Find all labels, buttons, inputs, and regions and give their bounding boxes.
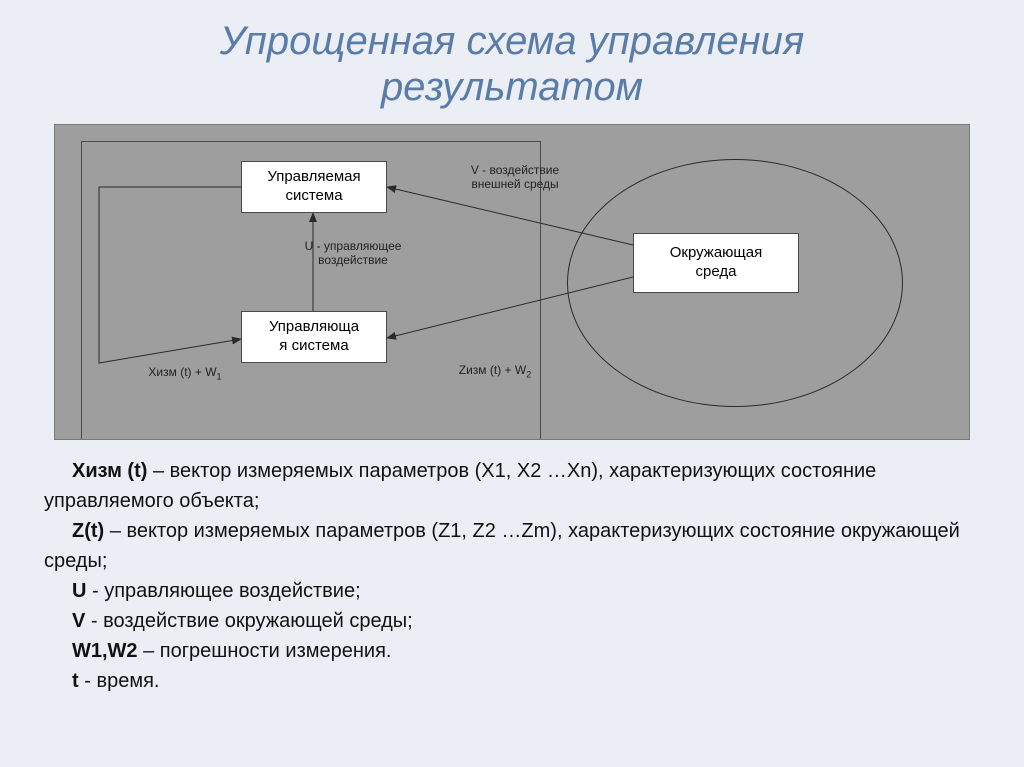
legend: Хизм (t) – вектор измеряемых параметров … [44, 456, 984, 696]
legend-line-v: V - воздействие окружающей среды; [44, 606, 984, 636]
edge-label-u: U - управляющее воздействие [273, 239, 433, 268]
node-controlling-system: Управляюща я система [241, 311, 387, 363]
title-line-1: Упрощенная схема управления [220, 19, 804, 63]
node-label: Управляюща я система [269, 318, 359, 356]
node-managed-system: Управляемая система [241, 161, 387, 213]
edge-label-z: Zизм (t) + W2 [435, 363, 555, 380]
legend-line-u: U - управляющее воздействие; [44, 576, 984, 606]
edge-label-v: V - воздействие внешней среды [435, 163, 595, 192]
diagram-area: Управляемая система Управляюща я система… [54, 124, 970, 440]
node-label: Управляемая система [267, 168, 360, 206]
legend-line-w: W1,W2 – погрешности измерения. [44, 636, 984, 666]
page-title: Упрощенная схема управления результатом [0, 0, 1024, 110]
node-label: Окружающая среда [670, 244, 763, 282]
legend-line-t: t - время. [44, 666, 984, 696]
title-line-2: результатом [381, 65, 643, 109]
legend-line-z: Z(t) – вектор измеряемых параметров (Z1,… [44, 516, 984, 576]
edge-label-x: Хизм (t) + W1 [125, 365, 245, 382]
legend-line-x: Хизм (t) – вектор измеряемых параметров … [44, 456, 984, 516]
node-environment: Окружающая среда [633, 233, 799, 293]
